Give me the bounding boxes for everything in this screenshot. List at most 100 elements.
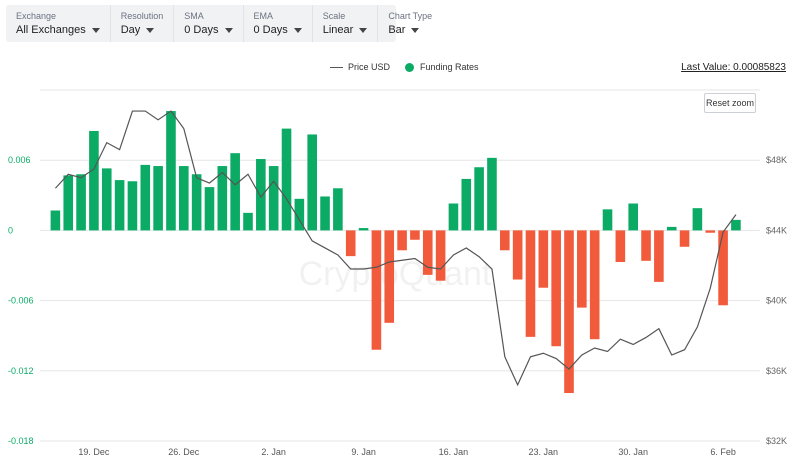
funding-bar[interactable] <box>577 230 587 308</box>
funding-bar[interactable] <box>101 168 112 231</box>
legend-price-label: Price USD <box>348 62 391 72</box>
chevron-down-icon <box>224 28 233 33</box>
chevron-down-icon <box>359 28 368 33</box>
x-tick: 2. Jan <box>261 447 286 457</box>
sma-value: 0 Days <box>184 24 219 36</box>
funding-bar[interactable] <box>692 208 703 231</box>
exchange-label: Exchange <box>16 11 57 21</box>
chevron-down-icon <box>411 28 420 33</box>
x-tick: 19. Dec <box>78 447 110 457</box>
funding-bar[interactable] <box>204 187 215 231</box>
y-left-tick: -0.012 <box>8 366 34 376</box>
exchange-selector[interactable]: Exchange All Exchanges <box>6 5 111 42</box>
chevron-down-icon <box>293 28 302 33</box>
funding-bar[interactable] <box>230 153 240 231</box>
funding-bar[interactable] <box>628 203 638 231</box>
x-tick: 6. Feb <box>710 447 736 457</box>
y-right-tick: $40K <box>766 296 787 306</box>
funding-bar[interactable] <box>358 228 369 231</box>
sma-selector[interactable]: SMA 0 Days <box>174 5 244 42</box>
funding-bar[interactable] <box>654 230 664 282</box>
y-right-tick: $32K <box>766 436 787 446</box>
y-right-tick: $36K <box>766 366 787 376</box>
dot-swatch-icon <box>405 62 415 72</box>
ema-value: 0 Days <box>253 24 288 36</box>
funding-bar[interactable] <box>281 128 292 231</box>
legend-item-funding[interactable]: Funding Rates <box>390 62 479 72</box>
funding-bar[interactable] <box>114 180 125 231</box>
legend-funding-label: Funding Rates <box>420 62 479 72</box>
funding-bar[interactable] <box>256 159 266 231</box>
funding-bar[interactable] <box>718 230 728 306</box>
funding-bars <box>50 111 741 394</box>
funding-bar[interactable] <box>564 230 574 394</box>
funding-bar[interactable] <box>243 212 253 231</box>
funding-bar[interactable] <box>268 166 279 231</box>
funding-bar[interactable] <box>731 219 741 231</box>
funding-bar[interactable] <box>76 174 86 231</box>
funding-bar[interactable] <box>307 134 317 231</box>
chevron-down-icon <box>146 28 155 33</box>
funding-bar[interactable] <box>615 230 626 262</box>
chart-type-selector[interactable]: Chart Type Bar <box>378 5 442 42</box>
x-tick: 30. Jan <box>618 447 648 457</box>
funding-bar[interactable] <box>525 230 536 337</box>
funding-bar[interactable] <box>679 230 690 247</box>
y-left-tick: -0.006 <box>8 296 34 306</box>
funding-bar[interactable] <box>551 230 561 347</box>
resolution-value: Day <box>120 24 141 36</box>
funding-bar[interactable] <box>371 230 382 350</box>
funding-bar[interactable] <box>705 230 716 233</box>
x-tick: 23. Jan <box>529 447 559 457</box>
funding-bar[interactable] <box>63 175 74 231</box>
scale-label: Scale <box>322 11 346 21</box>
funding-bar[interactable] <box>140 164 151 231</box>
y-left-tick: 0.006 <box>8 155 31 165</box>
funding-bar[interactable] <box>333 188 343 231</box>
funding-bar[interactable] <box>422 230 433 275</box>
funding-bar[interactable] <box>461 178 472 231</box>
funding-bar[interactable] <box>294 198 305 231</box>
legend-item-price[interactable]: Price USD <box>330 62 390 72</box>
x-tick: 16. Jan <box>439 447 469 457</box>
scale-value: Linear <box>322 24 354 36</box>
funding-bar[interactable] <box>179 166 189 231</box>
x-tick: 9. Jan <box>351 447 376 457</box>
y-left-tick: -0.018 <box>8 436 34 446</box>
y-right-tick: $48K <box>766 155 787 165</box>
funding-bar[interactable] <box>50 210 61 231</box>
funding-bar[interactable] <box>217 166 228 231</box>
funding-bar[interactable] <box>487 157 497 231</box>
funding-bar[interactable] <box>153 166 163 231</box>
funding-bar[interactable] <box>474 167 484 231</box>
funding-bar[interactable] <box>410 230 420 240</box>
funding-bar[interactable] <box>500 230 510 251</box>
funding-bar[interactable] <box>602 209 613 231</box>
axis-labels: 0.006 0 -0.006 -0.012 -0.018 $48K $44K $40K $36K… <box>8 155 787 457</box>
scale-selector[interactable]: Scale Linear <box>313 5 379 42</box>
resolution-selector[interactable]: Resolution Day <box>111 5 175 42</box>
funding-bar[interactable] <box>320 196 330 231</box>
reset-zoom-button[interactable]: Reset zoom <box>704 93 756 113</box>
funding-bar[interactable] <box>448 203 459 231</box>
funding-bar[interactable] <box>589 230 600 340</box>
funding-bar[interactable] <box>345 230 356 257</box>
funding-bar[interactable] <box>384 230 395 323</box>
chart-legend: Price USD Funding Rates <box>330 62 479 72</box>
funding-bar[interactable] <box>512 230 523 280</box>
funding-bar[interactable] <box>538 230 549 288</box>
funding-bar[interactable] <box>641 230 651 261</box>
funding-bar[interactable] <box>435 230 446 281</box>
last-value[interactable]: Last Value: 0.00085823 <box>681 62 786 73</box>
funding-bar[interactable] <box>666 226 677 231</box>
resolution-label: Resolution <box>120 11 164 21</box>
funding-bar[interactable] <box>191 174 202 231</box>
ema-selector[interactable]: EMA 0 Days <box>244 5 313 42</box>
exchange-value: All Exchanges <box>16 24 86 36</box>
funding-bar[interactable] <box>166 111 176 231</box>
funding-bar[interactable] <box>127 181 138 231</box>
funding-bar[interactable] <box>89 130 99 231</box>
chart-type-value: Bar <box>388 24 406 36</box>
funding-bar[interactable] <box>397 230 407 251</box>
